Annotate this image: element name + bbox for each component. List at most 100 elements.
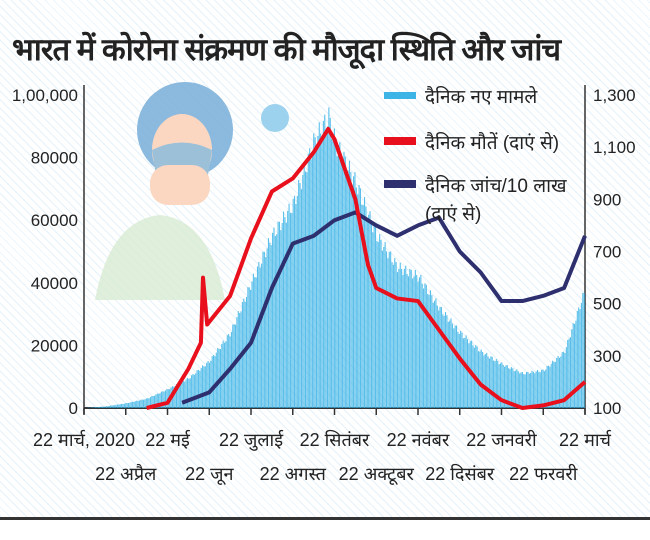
case-bar [399,262,401,408]
case-bar [309,148,311,408]
x-label-bottom: 22 जून [185,464,234,485]
case-bar [524,374,526,408]
case-bar [351,184,353,408]
case-bar [111,405,113,408]
case-bar [269,242,271,408]
case-bar [277,221,279,408]
case-bar [267,238,270,408]
chart-title: भारत में कोरोना संक्रमण की मौजूदा स्थिति… [12,32,561,67]
case-bar [569,337,572,408]
case-bar [494,361,496,408]
case-bar [210,360,212,408]
case-bar [199,370,201,408]
case-bar [322,120,324,409]
case-bar [303,162,305,408]
case-bar [510,367,512,408]
case-bar [326,126,329,409]
case-bar [276,234,278,408]
case-bar [502,364,504,408]
case-bar [504,366,506,408]
case-bar [443,315,445,408]
case-bar [315,148,318,409]
left-tick-label: 40000 [31,274,78,293]
case-bar [244,301,246,408]
case-bar [520,372,522,408]
case-bar [517,371,519,408]
case-bar [527,371,529,408]
x-label-top: 22 सितंबर [300,429,370,450]
case-bar [373,225,375,408]
case-bar [240,311,242,408]
case-bar [108,405,110,408]
case-bar [392,264,394,408]
case-bar [125,403,127,408]
x-label-top: 22 मई [145,429,191,450]
case-bar [288,203,290,408]
case-bar [509,368,511,408]
case-bar [148,398,150,408]
case-bar [193,374,195,408]
case-bar [361,204,363,408]
case-bar [450,318,452,408]
case-bar [116,404,119,408]
case-bar [421,283,423,408]
case-bar [149,397,151,408]
case-bar [185,379,187,408]
case-bar [299,183,301,408]
case-bar [435,298,437,408]
left-tick-label: 1,00,000 [12,86,78,105]
case-bar [202,365,204,408]
case-bar [294,195,296,408]
case-bar [431,295,433,408]
case-bar [391,262,393,408]
case-bar [173,386,175,408]
case-bar [281,222,283,408]
case-bar [160,391,162,408]
case-bar [155,394,157,408]
case-bar [207,360,209,408]
case-bar [525,372,528,408]
case-bar [245,296,248,408]
case-bar [337,145,340,408]
case-bar [545,369,547,408]
case-bar [200,368,202,408]
case-bar [461,332,463,408]
case-bar [406,274,408,408]
left-tick-label: 80000 [31,149,78,168]
case-bar [313,133,315,408]
case-bar [364,197,366,408]
deaths-line [146,126,587,410]
right-tick-label: 1,100 [593,138,636,157]
case-bar [571,329,573,408]
case-bar [460,330,462,408]
case-bar [119,404,121,408]
case-bar [384,241,386,408]
case-bar [325,129,327,408]
case-bar [446,315,448,408]
case-bar [425,284,427,408]
case-bar [402,275,404,408]
case-bar [191,375,193,408]
case-bar [454,325,456,408]
case-bar [132,401,134,408]
case-bar [274,235,276,408]
case-bar [458,333,460,408]
case-bar [307,153,309,408]
case-bar [339,142,341,409]
case-bar [258,262,260,408]
case-bar [181,380,183,408]
case-bar [383,247,385,408]
page-margin [0,520,650,540]
case-bar [535,371,537,408]
case-bar [552,360,554,408]
case-bar [262,251,264,408]
case-bar [512,368,514,408]
case-bar [204,366,206,408]
case-bar [420,274,422,408]
case-bar [192,373,194,408]
case-bar [580,302,582,408]
case-bar [508,368,510,408]
bottom-rule [0,517,650,520]
case-bar [333,128,335,408]
case-bar [256,266,259,408]
